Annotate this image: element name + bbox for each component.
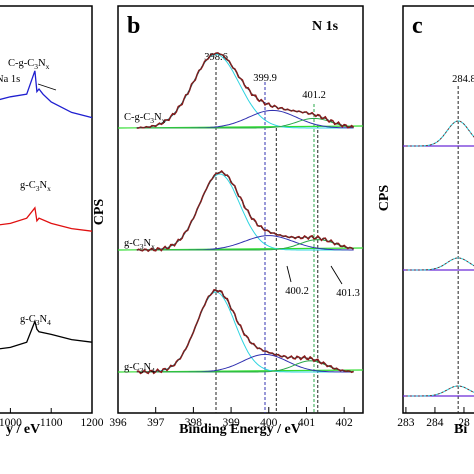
- panel-c-x-tick-label: 284: [426, 417, 444, 429]
- panel-c-x-tick-label: 28: [458, 417, 470, 429]
- panel-b-letter: b: [127, 13, 140, 39]
- panel-b-spectrum-label: g-C3N4: [124, 362, 155, 375]
- panel-c-y-axis-title: CPS: [377, 185, 392, 212]
- panel-a-x-axis-title: y / eV: [6, 422, 40, 437]
- panel-b-component-peak: [136, 239, 354, 251]
- panel-a-x-tick-label: 1100: [40, 417, 63, 429]
- panel-b-x-tick-label: 397: [147, 417, 165, 429]
- panel-c-raw-data: [405, 257, 474, 271]
- panel-b-callout-label: 401.3: [336, 288, 360, 299]
- panel-b-raw-data: [136, 288, 354, 375]
- panel-b-callout-arrow: [286, 265, 292, 283]
- panel-b-fit-envelope: [136, 289, 354, 373]
- panel-b-spectrum-C-g-C3Nx: C-g-C3Nx: [117, 52, 364, 129]
- panel-c-x-axis-title: Bi: [454, 422, 467, 437]
- panel-a-frame: [0, 5, 93, 414]
- panel-b-raw-data: [136, 52, 355, 129]
- panel-b-x-tick-label: 402: [336, 417, 354, 429]
- panel-c-reference-label: 284.8: [452, 74, 474, 85]
- panel-b-callout-arrow: [330, 265, 343, 285]
- panel-b-x-tick-label: 399: [222, 417, 240, 429]
- panel-b: b N 1s CPS Binding Energy / eV 398.6 399.…: [92, 5, 364, 437]
- panel-b-x-tick-label: 401: [298, 417, 316, 429]
- panel-c-letter: c: [412, 13, 423, 39]
- panel-b-y-axis-title: CPS: [92, 199, 107, 226]
- panel-a-series-g-C3N4: [0, 319, 93, 350]
- panel-c-raw-data: [405, 385, 474, 397]
- panel-b-frame: [117, 5, 364, 414]
- panel-b-spectrum-label: C-g-C3Nx: [124, 112, 166, 125]
- panel-a-series-g-C3Nx: [0, 206, 93, 232]
- panel-b-x-axis-title: Binding Energy / eV: [179, 422, 301, 437]
- panel-a-series-C-g-C3Nx: [0, 70, 93, 119]
- panel-c-x-tick-label: 283: [397, 417, 415, 429]
- panel-b-spectrum-label: g-C3Nx: [124, 238, 155, 251]
- panel-b-reference-label: 401.2: [302, 90, 326, 101]
- panel-b-spectrum-g-C3Nx: g-C3Nx: [117, 170, 364, 253]
- panel-b-spectrum-g-C3N4: g-C3N4: [117, 288, 364, 375]
- panel-b-x-tick-label: 396: [109, 417, 127, 429]
- panel-a-label-gc3nx: g-C3Nx: [20, 180, 51, 193]
- panel-b-callout-label: 400.2: [285, 286, 309, 297]
- panel-b-fit-envelope: [136, 52, 354, 129]
- panel-b-component-peak: [136, 117, 354, 129]
- panel-a-label-gc3n4: g-C3N4: [20, 314, 51, 327]
- panel-b-reference-label: 398.6: [204, 52, 228, 63]
- panel-b-x-tick-label: 398: [185, 417, 203, 429]
- panel-c-component-peak: [405, 120, 474, 147]
- panel-a-x-tick-label: 1000: [0, 417, 22, 429]
- panel-b-raw-data: [136, 170, 355, 253]
- panel-a-na-arrow: [37, 83, 57, 91]
- panel-a-na-label: Na 1s: [0, 74, 20, 85]
- panel-a-label-cgc3nx: C-g-C3Nx: [8, 58, 50, 71]
- panel-a-x-tick-label: 1200: [81, 417, 104, 429]
- panel-b-reference-label: 399.9: [253, 73, 277, 84]
- panel-c-frame: [402, 5, 474, 414]
- panel-b-title: N 1s: [312, 19, 339, 34]
- panel-b-component-peak: [136, 360, 354, 373]
- panel-c: c CPS Bi 284.8 283 284 28: [377, 5, 474, 437]
- panel-b-fit-envelope: [136, 171, 354, 251]
- panel-b-x-tick-label: 400: [260, 417, 278, 429]
